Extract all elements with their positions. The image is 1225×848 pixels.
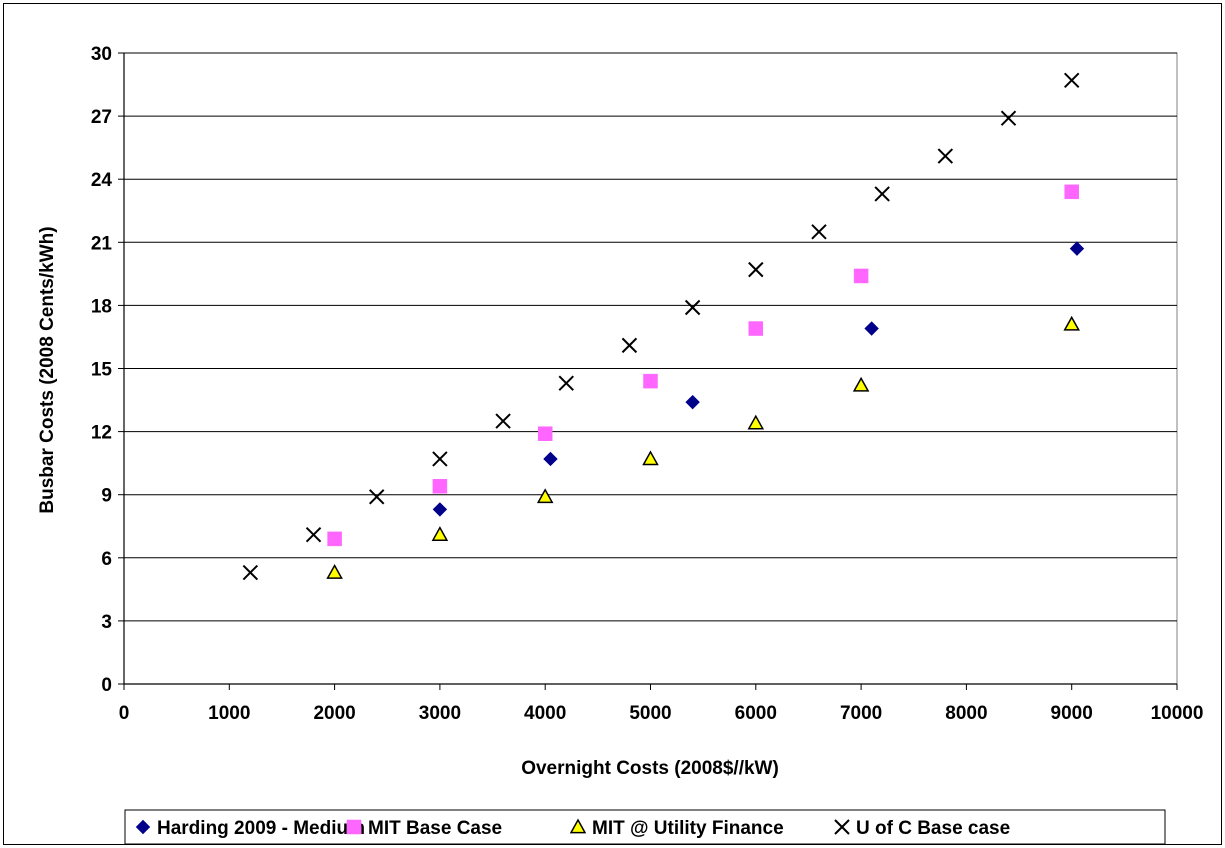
y-tick-label: 27: [91, 107, 112, 128]
data-point: [1063, 72, 1080, 89]
data-point: [242, 564, 259, 581]
data-point: [853, 268, 869, 284]
data-point: [543, 451, 558, 467]
y-tick-label: 0: [101, 675, 112, 696]
series-2: [326, 315, 1080, 579]
series-3: [242, 72, 1080, 581]
data-point: [747, 414, 765, 430]
data-point: [937, 148, 954, 164]
x-stroke: [369, 489, 385, 505]
x-tick-label: 7000: [840, 703, 882, 724]
data-point: [432, 451, 448, 467]
x-stroke: [748, 261, 764, 278]
legend-label: U of C Base case: [856, 818, 1010, 839]
series-0: [432, 241, 1085, 517]
y-tick-label: 6: [101, 549, 112, 570]
data-point: [852, 376, 870, 392]
legend-marker: [834, 819, 850, 835]
legend-label: MIT @ Utility Finance: [592, 818, 784, 839]
data-point: [1063, 315, 1080, 331]
x-stroke: [558, 375, 574, 391]
y-tick-label: 3: [101, 612, 112, 633]
legend-marker: [569, 818, 587, 834]
y-axis-title: Busbar Costs (2008 Cents/kWh): [37, 226, 58, 513]
y-tick-label: 24: [91, 170, 113, 191]
x-stroke: [684, 299, 701, 316]
legend-marker: [346, 819, 362, 835]
y-tick-label: 15: [91, 360, 113, 381]
legend-marker: [135, 819, 151, 835]
x-tick-label: 6000: [735, 703, 777, 724]
x-stroke: [621, 337, 638, 354]
data-point: [1064, 184, 1079, 200]
x-stroke: [305, 526, 322, 543]
x-stroke: [495, 413, 511, 429]
data-point: [811, 224, 827, 240]
data-point: [874, 186, 890, 202]
data-point: [537, 426, 553, 441]
data-point: [748, 321, 764, 336]
data-point: [1000, 110, 1017, 126]
data-point: [684, 299, 701, 316]
gridlines: [123, 52, 1178, 685]
data-point: [495, 413, 511, 429]
x-tick-label: 2000: [313, 703, 355, 724]
data-point: [431, 526, 449, 542]
x-stroke: [811, 224, 827, 240]
data-point: [327, 531, 342, 547]
y-tick-label: 12: [91, 423, 112, 444]
x-stroke: [834, 819, 850, 835]
x-tick-label: 5000: [629, 703, 671, 724]
data-point: [1069, 241, 1085, 256]
data-point: [558, 375, 574, 391]
series-1: [327, 184, 1079, 547]
x-stroke: [937, 148, 954, 164]
axes: [118, 52, 1178, 690]
x-tick-label: 1000: [208, 703, 250, 724]
data-point: [748, 261, 764, 278]
data-point: [432, 502, 448, 517]
x-tick-label: 8000: [945, 703, 987, 724]
data-point: [621, 337, 638, 354]
data-points: [242, 72, 1085, 581]
x-tick-label: 4000: [524, 703, 566, 724]
x-tick-label: 3000: [419, 703, 461, 724]
y-tick-label: 18: [91, 296, 112, 317]
x-tick-label: 10000: [1151, 703, 1204, 724]
data-point: [685, 394, 700, 410]
y-tick-label: 21: [91, 233, 113, 254]
legend-label: Harding 2009 - Medium: [157, 818, 365, 839]
legend-box: [124, 809, 1166, 845]
tick-labels: 0 3 6 9 12 15 18 21 24 27 30 0 1000 2000 3000 4000 5000 6…: [91, 44, 1204, 724]
data-point: [432, 479, 448, 494]
data-point: [326, 563, 343, 579]
x-stroke: [242, 564, 259, 581]
x-stroke: [874, 186, 890, 202]
data-point: [369, 489, 385, 505]
x-stroke: [432, 451, 448, 467]
legend-label: MIT Base Case: [368, 818, 502, 839]
data-point: [536, 488, 554, 504]
x-stroke: [1063, 72, 1080, 89]
x-tick-label: 9000: [1051, 703, 1093, 724]
y-tick-label: 9: [101, 486, 112, 507]
x-tick-label: 0: [119, 703, 130, 724]
data-point: [864, 321, 879, 336]
x-axis-title: Overnight Costs (2008$//kW): [521, 758, 779, 779]
x-stroke: [1000, 110, 1017, 126]
data-point: [305, 526, 322, 543]
chart-frame: [3, 3, 1222, 845]
data-point: [643, 373, 658, 389]
y-tick-label: 30: [91, 44, 112, 65]
legend: Harding 2009 - Medium MIT Base Case MIT @ …: [124, 809, 1166, 845]
data-point: [642, 450, 659, 466]
